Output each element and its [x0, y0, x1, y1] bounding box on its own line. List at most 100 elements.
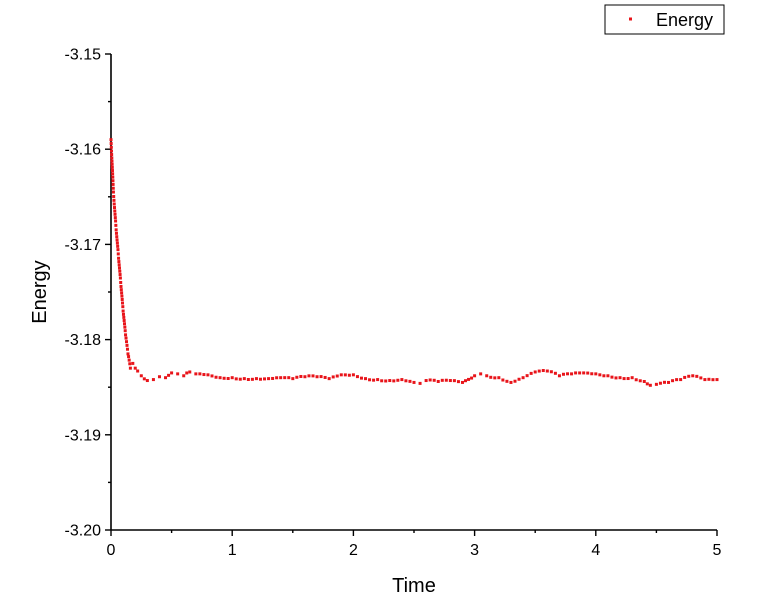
data-point-fill — [675, 378, 679, 382]
data-point-fill — [250, 377, 254, 381]
data-point-fill — [117, 256, 121, 260]
data-point-fill — [368, 378, 372, 382]
data-point-fill — [275, 376, 279, 380]
data-point-fill — [408, 379, 412, 383]
data-point — [128, 366, 132, 370]
data-point — [424, 379, 428, 383]
data-point-fill — [110, 153, 114, 157]
data-point-fill — [622, 377, 626, 381]
legend-box — [604, 4, 725, 35]
data-point-fill — [116, 248, 120, 252]
data-point — [400, 378, 404, 382]
data-point-fill — [120, 291, 124, 295]
data-point — [630, 376, 634, 380]
x-tick-label: 1 — [228, 542, 237, 559]
data-point-fill — [335, 374, 339, 378]
data-point-fill — [234, 377, 238, 381]
data-point — [188, 370, 192, 374]
data-point-fill — [198, 372, 202, 376]
data-point-fill — [590, 372, 594, 376]
data-point — [109, 138, 113, 142]
data-point-fill — [110, 162, 114, 166]
data-point-fill — [117, 260, 121, 264]
y-tick-label: -3.19 — [65, 427, 102, 444]
data-point-fill — [525, 374, 529, 378]
data-point — [242, 377, 246, 381]
data-point — [121, 309, 125, 313]
data-point — [642, 379, 646, 383]
data-point — [218, 376, 222, 380]
data-point-fill — [123, 329, 127, 333]
data-point-fill — [214, 375, 218, 379]
data-point — [170, 371, 174, 375]
data-point-fill — [117, 263, 121, 267]
data-point-fill — [116, 244, 120, 248]
data-point-fill — [111, 179, 115, 183]
data-point-fill — [404, 379, 408, 383]
data-point — [485, 374, 489, 378]
data-point — [315, 375, 319, 379]
data-point — [124, 333, 128, 337]
data-point-fill — [222, 376, 226, 380]
data-point-fill — [392, 379, 396, 383]
data-point-fill — [355, 375, 359, 379]
data-point — [176, 372, 180, 376]
data-point-fill — [202, 373, 206, 377]
data-point — [557, 374, 561, 378]
data-point-fill — [610, 375, 614, 379]
data-point — [182, 374, 186, 378]
data-point-fill — [467, 377, 471, 381]
data-point-fill — [493, 376, 497, 380]
data-point-fill — [109, 142, 113, 146]
data-point-fill — [396, 378, 400, 382]
data-point — [436, 379, 440, 383]
data-point-fill — [125, 340, 129, 344]
x-tick-label: 2 — [349, 542, 358, 559]
data-point-fill — [380, 379, 384, 383]
data-point-fill — [114, 219, 118, 223]
data-point — [691, 374, 695, 378]
legend-label-energy: Energy — [656, 10, 713, 30]
data-point — [157, 375, 161, 379]
data-point-fill — [123, 325, 127, 329]
data-point — [116, 252, 120, 256]
data-point — [139, 374, 143, 378]
data-point-fill — [271, 376, 275, 380]
y-tick-label: -3.15 — [65, 47, 102, 64]
data-point-fill — [711, 378, 715, 382]
data-point-fill — [115, 241, 119, 245]
data-point-fill — [110, 156, 114, 160]
data-point-fill — [295, 375, 299, 379]
data-point — [654, 382, 658, 386]
data-point-fill — [122, 319, 126, 323]
data-point — [279, 376, 283, 380]
data-point — [291, 377, 295, 381]
data-point — [145, 379, 149, 383]
data-point-fill — [123, 322, 127, 326]
data-point-fill — [185, 371, 189, 375]
data-point — [618, 376, 622, 380]
data-point — [521, 376, 525, 380]
data-point — [327, 377, 331, 381]
data-point-fill — [707, 377, 711, 381]
data-point-fill — [517, 377, 521, 381]
data-point-fill — [586, 371, 590, 375]
data-point-fill — [283, 376, 287, 380]
data-point-fill — [142, 377, 146, 381]
data-point-fill — [323, 375, 327, 379]
data-point-fill — [113, 206, 117, 210]
data-point-fill — [114, 228, 118, 232]
data-point-fill — [561, 372, 565, 376]
data-point-fill — [167, 373, 171, 377]
data-point-fill — [111, 175, 115, 179]
data-point-fill — [238, 377, 242, 381]
data-point-fill — [319, 375, 323, 379]
data-point-fill — [549, 370, 553, 374]
data-point-fill — [120, 297, 124, 301]
data-point — [151, 378, 155, 382]
data-point — [570, 372, 574, 376]
data-point-fill — [112, 198, 116, 202]
data-point-fill — [432, 378, 436, 382]
data-point-fill — [119, 284, 123, 288]
data-point-fill — [489, 375, 493, 379]
